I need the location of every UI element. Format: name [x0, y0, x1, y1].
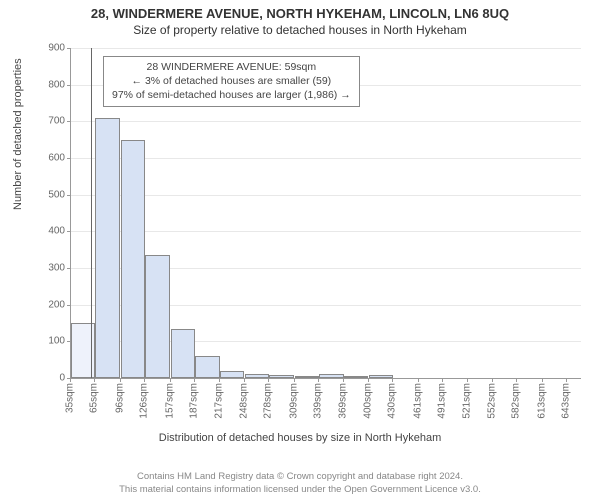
xtick-label: 35sqm: [65, 383, 76, 413]
xtick-mark: [219, 378, 220, 382]
xtick-label: 65sqm: [89, 383, 100, 413]
ytick-mark: [67, 305, 71, 306]
xtick-label: 461sqm: [412, 383, 423, 419]
xtick-label: 400sqm: [362, 383, 373, 419]
xtick-label: 248sqm: [238, 383, 249, 419]
ytick-label: 800: [25, 79, 65, 90]
bar: [344, 376, 368, 378]
annotation-box: 28 WINDERMERE AVENUE: 59sqm ← 3% of deta…: [103, 56, 360, 107]
xtick-mark: [392, 378, 393, 382]
xtick-mark: [516, 378, 517, 382]
xtick-label: 309sqm: [288, 383, 299, 419]
xtick-mark: [467, 378, 468, 382]
xtick-mark: [318, 378, 319, 382]
xtick-mark: [194, 378, 195, 382]
ytick-label: 300: [25, 263, 65, 274]
annotation-line2: ← 3% of detached houses are smaller (59): [112, 74, 351, 88]
xtick-mark: [268, 378, 269, 382]
xtick-mark: [343, 378, 344, 382]
xtick-label: 613sqm: [536, 383, 547, 419]
bar: [269, 375, 293, 378]
xtick-mark: [418, 378, 419, 382]
xtick-mark: [144, 378, 145, 382]
reference-line: [91, 48, 92, 378]
xtick-mark: [70, 378, 71, 382]
bar: [145, 255, 169, 378]
ytick-label: 900: [25, 43, 65, 54]
page-title: 28, WINDERMERE AVENUE, NORTH HYKEHAM, LI…: [0, 0, 600, 21]
xtick-label: 126sqm: [139, 383, 150, 419]
ytick-label: 0: [25, 373, 65, 384]
xtick-mark: [566, 378, 567, 382]
xtick-mark: [442, 378, 443, 382]
bar: [295, 376, 319, 378]
ytick-mark: [67, 158, 71, 159]
xtick-mark: [492, 378, 493, 382]
xtick-label: 521sqm: [461, 383, 472, 419]
bar: [319, 374, 343, 378]
ytick-mark: [67, 48, 71, 49]
bar: [121, 140, 145, 378]
xtick-label: 643sqm: [561, 383, 572, 419]
ytick-mark: [67, 195, 71, 196]
histogram-chart: 28 WINDERMERE AVENUE: 59sqm ← 3% of deta…: [70, 48, 580, 418]
xtick-mark: [170, 378, 171, 382]
bar: [95, 118, 119, 378]
xtick-mark: [294, 378, 295, 382]
ytick-mark: [67, 231, 71, 232]
xtick-mark: [542, 378, 543, 382]
ytick-label: 600: [25, 153, 65, 164]
ytick-label: 100: [25, 336, 65, 347]
annotation-line3: 97% of semi-detached houses are larger (…: [112, 88, 351, 102]
xtick-label: 339sqm: [313, 383, 324, 419]
bar: [71, 323, 95, 378]
plot-area: 28 WINDERMERE AVENUE: 59sqm ← 3% of deta…: [70, 48, 581, 379]
page-subtitle: Size of property relative to detached ho…: [0, 21, 600, 37]
annotation-line1: 28 WINDERMERE AVENUE: 59sqm: [112, 60, 351, 74]
xtick-label: 187sqm: [189, 383, 200, 419]
xtick-label: 217sqm: [213, 383, 224, 419]
bar: [195, 356, 219, 378]
bar: [245, 374, 269, 378]
ytick-mark: [67, 121, 71, 122]
xtick-label: 491sqm: [437, 383, 448, 419]
xtick-label: 157sqm: [164, 383, 175, 419]
xtick-label: 430sqm: [387, 383, 398, 419]
footer-line1: Contains HM Land Registry data © Crown c…: [0, 471, 600, 483]
bar: [220, 371, 244, 378]
xtick-mark: [94, 378, 95, 382]
ytick-label: 200: [25, 299, 65, 310]
xtick-label: 96sqm: [114, 383, 125, 413]
xtick-label: 369sqm: [337, 383, 348, 419]
ytick-mark: [67, 85, 71, 86]
bar: [171, 329, 195, 379]
x-axis-label: Distribution of detached houses by size …: [0, 432, 600, 444]
y-axis-label: Number of detached properties: [12, 58, 24, 210]
ytick-mark: [67, 268, 71, 269]
ytick-label: 500: [25, 189, 65, 200]
xtick-label: 278sqm: [263, 383, 274, 419]
xtick-label: 582sqm: [511, 383, 522, 419]
xtick-mark: [368, 378, 369, 382]
ytick-label: 400: [25, 226, 65, 237]
footer: Contains HM Land Registry data © Crown c…: [0, 471, 600, 496]
xtick-mark: [244, 378, 245, 382]
ytick-mark: [67, 341, 71, 342]
xtick-label: 552sqm: [486, 383, 497, 419]
bar: [369, 375, 393, 378]
footer-line2: This material contains information licen…: [0, 484, 600, 496]
ytick-label: 700: [25, 116, 65, 127]
xtick-mark: [120, 378, 121, 382]
